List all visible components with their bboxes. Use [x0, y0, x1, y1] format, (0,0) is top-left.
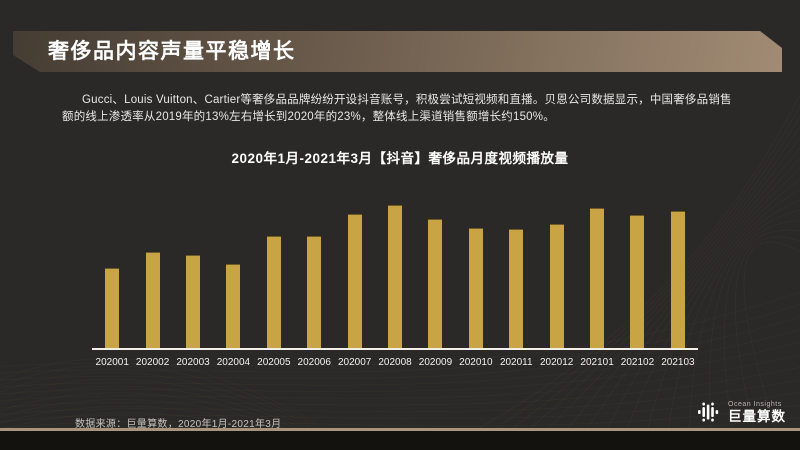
bar-column: [173, 207, 213, 348]
bar-202103: [670, 211, 685, 348]
bar-202003: [186, 255, 201, 348]
data-source-note: 数据来源：巨量算数，2020年1月-2021年3月: [75, 419, 282, 430]
x-axis-label: 202008: [378, 357, 412, 368]
bottom-strip: [0, 431, 800, 450]
bar-column: [536, 207, 576, 348]
bar-202007: [347, 214, 362, 348]
x-axis-label: 202010: [459, 357, 493, 368]
bar-column: [334, 207, 374, 348]
bar-column: [213, 207, 253, 348]
page-title: 奢侈品内容声量平稳增长: [48, 40, 296, 63]
x-axis-label: 202005: [257, 357, 291, 368]
x-axis-label: 202001: [95, 357, 129, 368]
bar-column: [132, 207, 172, 348]
bar-202006: [307, 236, 322, 348]
brand-logo: Ocean Insights 巨量算数: [698, 399, 786, 425]
bar-column: [92, 207, 132, 348]
body-paragraph: Gucci、Louis Vuitton、Cartier等奢侈品品牌纷纷开设抖音账…: [62, 93, 732, 124]
brand-name-cn: 巨量算数: [728, 408, 786, 424]
bar-plot: [92, 205, 698, 350]
bar-202011: [509, 229, 524, 348]
x-axis-labels: 202001 202002 202003 202004 202005 202006 2020…: [92, 357, 698, 368]
bar-column: [415, 207, 455, 348]
bar-202009: [428, 219, 443, 348]
x-axis-label: 202103: [661, 357, 695, 368]
bar-column: [254, 207, 294, 348]
x-axis-label: 202012: [539, 357, 574, 368]
bar-column: [375, 205, 415, 348]
x-axis-label: 202006: [297, 357, 331, 368]
chart-title: 2020年1月-2021年3月【抖音】奢侈品月度视频播放量: [231, 151, 569, 166]
x-axis-label: 202003: [176, 357, 210, 368]
bar-202101: [590, 208, 605, 348]
x-axis-label: 202002: [135, 357, 170, 368]
x-axis-label: 202101: [580, 357, 614, 368]
x-axis-label: 202007: [337, 357, 372, 368]
bar-202008: [388, 205, 403, 348]
ocean-insights-icon: [698, 402, 719, 422]
x-axis-label: 202009: [418, 357, 453, 368]
bar-column: [496, 207, 536, 348]
bar-202012: [549, 224, 564, 348]
bar-202005: [266, 236, 281, 348]
x-axis-label: 202102: [620, 357, 655, 368]
bar-column: [456, 207, 496, 348]
title-banner: 奢侈品内容声量平稳增长: [13, 31, 782, 72]
bar-column: [617, 207, 657, 348]
brand-name-en: Ocean Insights: [728, 400, 782, 408]
bottom-accent-line: [0, 428, 800, 431]
bar-202004: [226, 264, 241, 348]
x-axis-label: 202004: [216, 357, 251, 368]
bar-column: [577, 207, 617, 348]
x-axis-label: 202011: [499, 357, 533, 368]
bar-column: [294, 207, 334, 348]
bar-202102: [630, 215, 645, 348]
bar-202010: [468, 228, 483, 348]
bar-202001: [105, 268, 120, 348]
bar-column: [658, 207, 698, 348]
bar-202002: [145, 252, 160, 348]
